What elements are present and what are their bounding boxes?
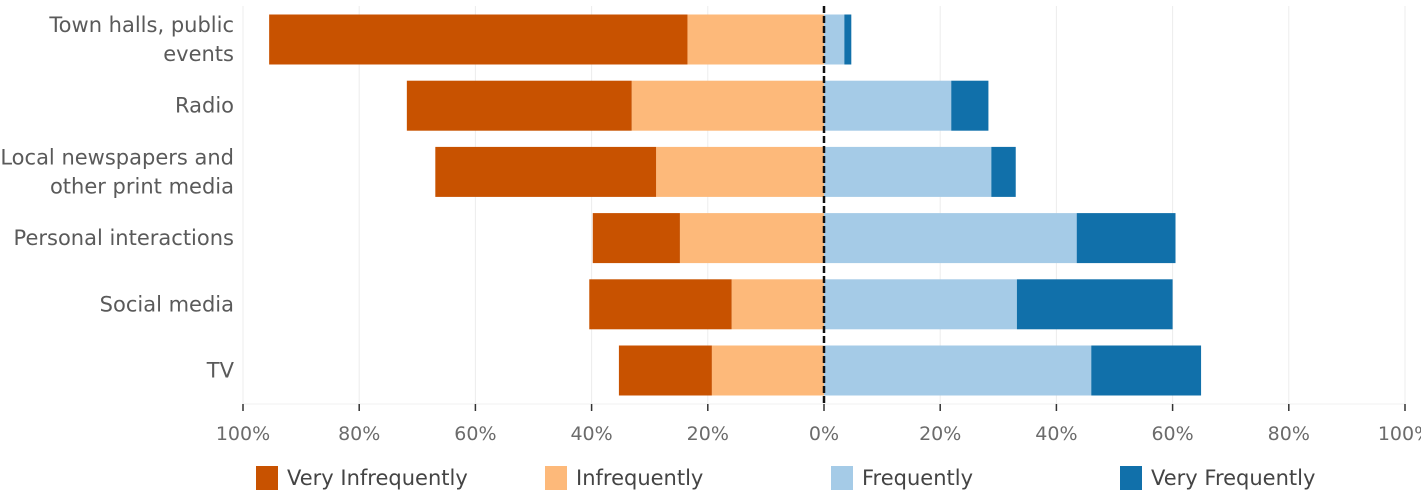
bar-segment <box>1016 279 1173 330</box>
bar-segment <box>656 146 824 197</box>
x-tick-label: 100% <box>1378 423 1421 445</box>
x-tick-label: 60% <box>1151 423 1193 445</box>
bar-segment <box>824 80 952 131</box>
category-label: Radio <box>175 94 234 118</box>
category-labels: Town halls, public events Radio Local newsp… <box>0 13 234 383</box>
bar-segment <box>824 213 1077 264</box>
bar-segment <box>824 14 845 65</box>
bar-segment <box>679 213 824 264</box>
bar-segment <box>618 345 712 396</box>
legend-swatch <box>545 466 567 490</box>
legend-swatch <box>831 466 853 490</box>
legend-label: Infrequently <box>576 466 703 490</box>
x-tick-label: 40% <box>1035 423 1077 445</box>
category-label-line: other print media <box>50 174 234 198</box>
category-label: Social media <box>100 292 234 316</box>
x-tick-label: 60% <box>454 423 496 445</box>
x-tick-label: 100% <box>216 423 270 445</box>
bar-segment <box>687 14 824 65</box>
category-label-line: Radio <box>175 94 234 118</box>
category-label-line: TV <box>206 359 235 383</box>
bars <box>269 14 1202 396</box>
bar-segment <box>1091 345 1202 396</box>
bar-segment <box>589 279 732 330</box>
bar-segment <box>592 213 680 264</box>
bar-segment <box>435 146 657 197</box>
x-tick-label: 20% <box>919 423 961 445</box>
x-axis: 100% 80% 60% 40% 20% 0% 20% 40% 60% 80% 100% <box>216 6 1421 445</box>
x-tick-label: 40% <box>570 423 612 445</box>
category-label: Local newspapers and other print media <box>0 145 234 198</box>
category-label: TV <box>206 359 235 383</box>
legend-label: Frequently <box>862 466 973 490</box>
bar-segment <box>991 146 1016 197</box>
x-tick-label: 20% <box>687 423 729 445</box>
bar-segment <box>1076 213 1176 264</box>
legend-item: Very Infrequently <box>256 466 468 490</box>
bar-segment <box>951 80 989 131</box>
bar-segment <box>824 146 992 197</box>
bar-segment <box>731 279 824 330</box>
bar-segment <box>406 80 632 131</box>
category-label: Personal interactions <box>14 226 234 250</box>
x-tick-label: 80% <box>338 423 380 445</box>
bar-segment <box>844 14 852 65</box>
category-label-line: Personal interactions <box>14 226 234 250</box>
bar-segment <box>824 279 1017 330</box>
legend-item: Very Frequently <box>1120 466 1315 490</box>
legend-item: Infrequently <box>545 466 703 490</box>
x-tick-label: 80% <box>1268 423 1310 445</box>
x-tick-label: 0% <box>809 423 839 445</box>
category-label-line: Social media <box>100 292 234 316</box>
legend-label: Very Infrequently <box>287 466 468 490</box>
legend-swatch <box>1120 466 1142 490</box>
grid-lines <box>242 6 1406 404</box>
category-label-line: Local newspapers and <box>0 145 234 169</box>
category-label-line: Town halls, public <box>48 13 234 37</box>
category-label: Town halls, public events <box>48 13 234 66</box>
bar-segment <box>269 14 688 65</box>
legend-swatch <box>256 466 278 490</box>
bar-segment <box>824 345 1092 396</box>
bar-segment <box>631 80 824 131</box>
category-label-line: events <box>163 42 234 66</box>
legend: Very Infrequently Infrequently Frequently V… <box>256 466 1315 490</box>
legend-item: Frequently <box>831 466 973 490</box>
legend-label: Very Frequently <box>1151 466 1315 490</box>
bar-segment <box>711 345 824 396</box>
